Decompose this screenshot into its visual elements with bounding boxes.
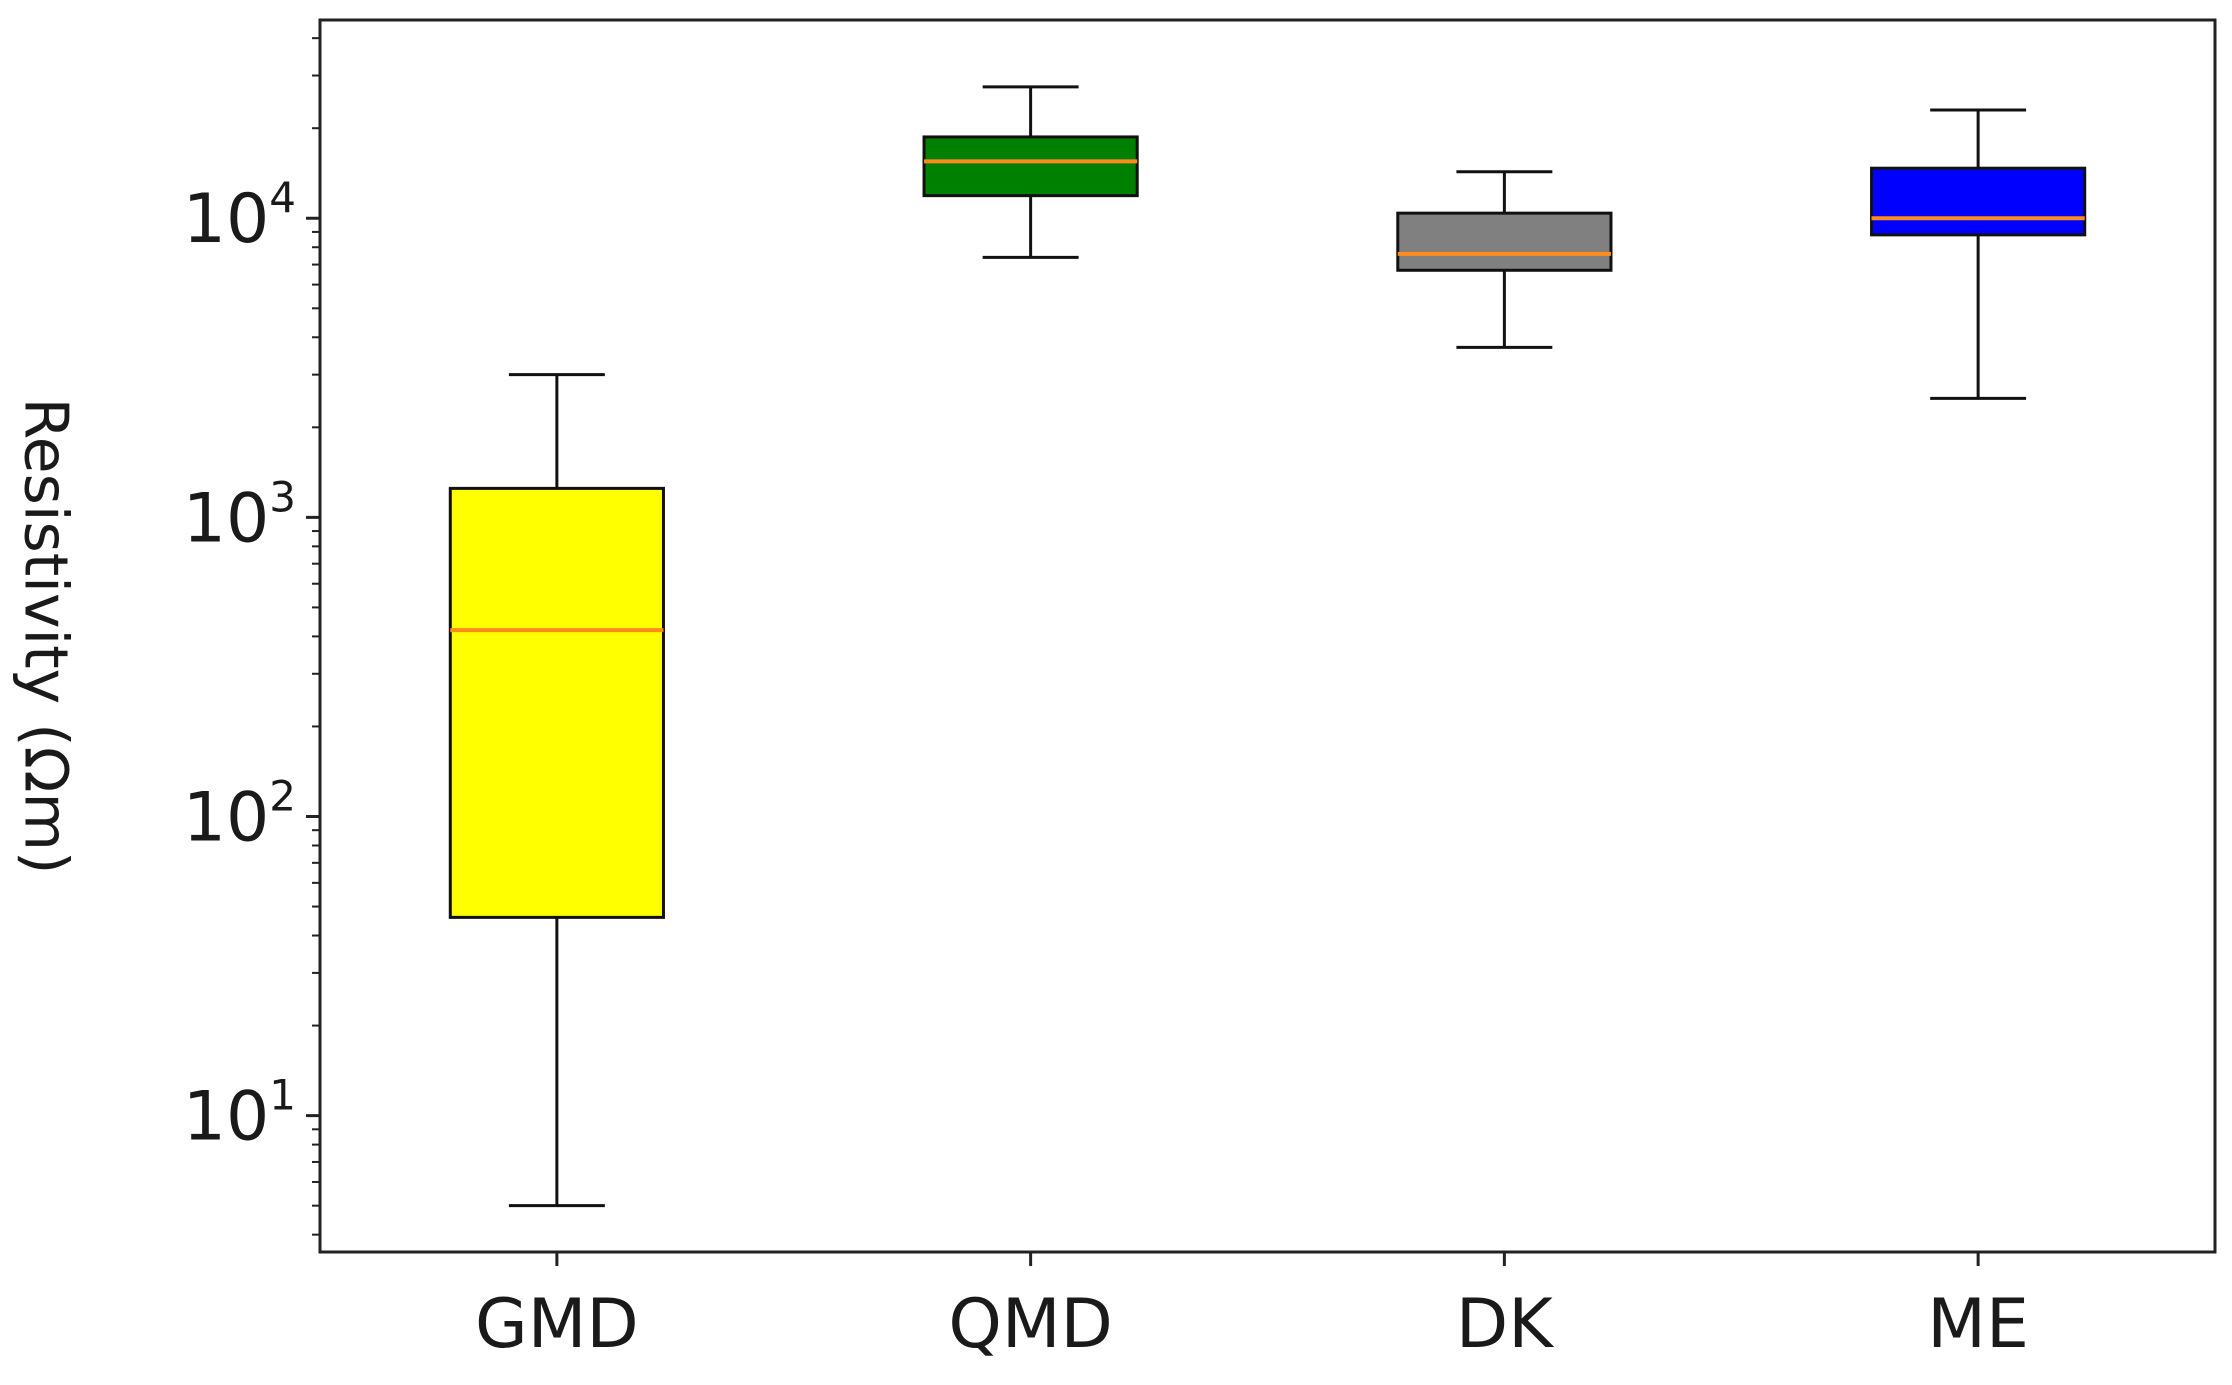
box-iqr (448, 486, 665, 919)
box-qmd (922, 85, 1139, 259)
x-tick-label: QMD (948, 1285, 1113, 1364)
plot-marks (448, 85, 2087, 1208)
x-tick-label: GMD (475, 1285, 639, 1364)
y-axis-title: Resistivity (Ωm) (10, 398, 80, 875)
y-tick-label: 103 (183, 472, 296, 558)
box-iqr (1870, 166, 2087, 237)
box-gmd (448, 373, 665, 1208)
y-tick-label: 104 (183, 173, 296, 259)
box-iqr (922, 135, 1139, 198)
y-axis: 101 102 103 104 (183, 37, 320, 1236)
x-tick-label: ME (1927, 1285, 2029, 1364)
box-iqr (1396, 211, 1613, 272)
y-tick-label: 102 (183, 771, 296, 857)
box-me (1870, 108, 2087, 400)
box-dk (1396, 170, 1613, 349)
x-tick-label: DK (1456, 1285, 1555, 1364)
x-axis: GMD QMD DK ME (475, 1252, 2029, 1364)
y-tick-label: 101 (183, 1071, 296, 1157)
